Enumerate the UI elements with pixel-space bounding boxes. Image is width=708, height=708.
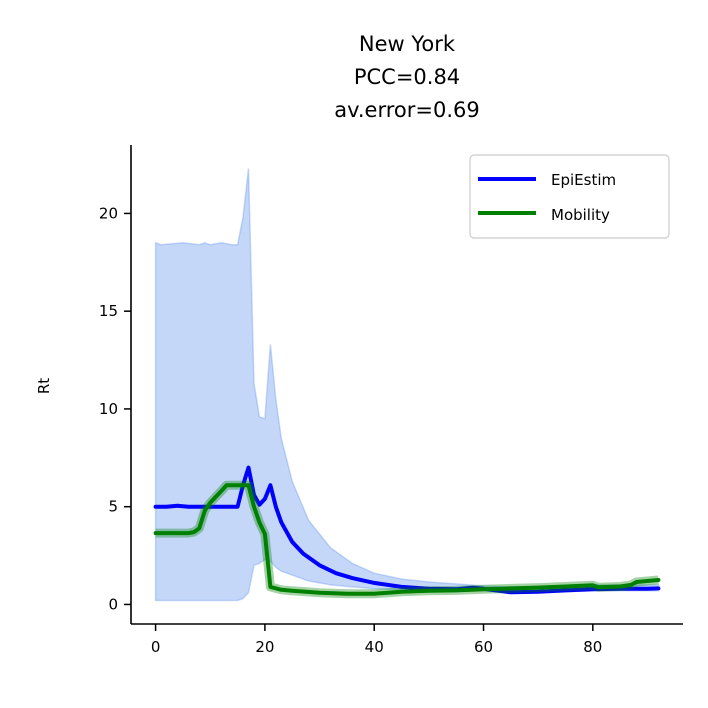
axis-ticks: 0 20 40 60 80 0 5 10 15 20	[99, 204, 602, 656]
chart-title-line-3: av.error=0.69	[334, 98, 480, 122]
y-tick-label: 5	[108, 498, 118, 516]
legend-label-epiestim: EpiEstim	[551, 171, 616, 189]
legend: EpiEstim Mobility	[469, 154, 670, 239]
legend-frame	[469, 154, 670, 239]
confidence-band	[154, 168, 660, 602]
y-tick-label: 15	[99, 302, 118, 320]
series-line-epiestim	[153, 465, 661, 595]
x-tick-label: 60	[474, 638, 493, 656]
y-tick-label: 0	[108, 595, 118, 613]
plot-area	[153, 168, 661, 602]
legend-label-mobility: Mobility	[551, 206, 610, 224]
series-line-mobility	[153, 483, 661, 596]
y-axis-label: Rt	[35, 378, 53, 394]
x-tick-label: 80	[583, 638, 602, 656]
y-tick-label: 10	[99, 400, 118, 418]
chart-title-line-1: New York	[359, 32, 456, 56]
x-tick-label: 0	[151, 638, 161, 656]
x-tick-label: 20	[255, 638, 274, 656]
chart-title-line-2: PCC=0.84	[354, 65, 460, 89]
chart-title: New York PCC=0.84 av.error=0.69	[334, 32, 480, 122]
y-tick-label: 20	[99, 204, 118, 222]
x-tick-label: 40	[365, 638, 384, 656]
